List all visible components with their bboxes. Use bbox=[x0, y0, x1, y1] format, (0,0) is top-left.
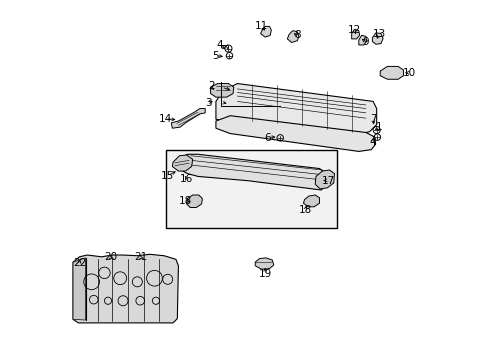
Polygon shape bbox=[216, 116, 375, 152]
Text: 11: 11 bbox=[255, 21, 268, 31]
Polygon shape bbox=[255, 258, 273, 269]
Text: 18: 18 bbox=[298, 205, 311, 215]
Polygon shape bbox=[372, 33, 382, 44]
Polygon shape bbox=[260, 26, 271, 37]
Polygon shape bbox=[358, 35, 366, 45]
Text: 6: 6 bbox=[264, 133, 270, 143]
Polygon shape bbox=[73, 254, 178, 323]
Polygon shape bbox=[380, 66, 403, 79]
Text: 3: 3 bbox=[205, 98, 212, 108]
Polygon shape bbox=[73, 258, 85, 320]
Bar bbox=[165, 150, 337, 228]
Text: 4: 4 bbox=[216, 40, 223, 50]
Text: 10: 10 bbox=[402, 68, 415, 78]
Text: 17: 17 bbox=[321, 176, 334, 186]
Text: 18: 18 bbox=[179, 197, 192, 206]
Text: 21: 21 bbox=[134, 252, 147, 262]
Text: 20: 20 bbox=[104, 252, 117, 262]
Polygon shape bbox=[210, 84, 233, 97]
Text: 2: 2 bbox=[208, 81, 215, 91]
Polygon shape bbox=[186, 195, 202, 207]
Text: 13: 13 bbox=[372, 28, 386, 39]
Text: 19: 19 bbox=[258, 269, 271, 279]
Text: 12: 12 bbox=[347, 25, 361, 35]
Text: 5: 5 bbox=[211, 51, 218, 61]
Text: 4: 4 bbox=[368, 137, 375, 147]
Polygon shape bbox=[171, 109, 205, 128]
Text: 7: 7 bbox=[369, 113, 376, 123]
Polygon shape bbox=[216, 84, 376, 135]
Polygon shape bbox=[287, 31, 298, 42]
Text: 16: 16 bbox=[180, 174, 193, 184]
Text: 9: 9 bbox=[361, 37, 368, 48]
Text: 15: 15 bbox=[161, 171, 174, 181]
Text: 8: 8 bbox=[293, 30, 300, 40]
Polygon shape bbox=[351, 29, 359, 39]
Text: 14: 14 bbox=[158, 113, 171, 123]
Text: 22: 22 bbox=[73, 258, 86, 268]
Polygon shape bbox=[172, 155, 192, 171]
Polygon shape bbox=[315, 170, 334, 189]
Polygon shape bbox=[303, 195, 319, 207]
Text: 1: 1 bbox=[375, 122, 382, 132]
Polygon shape bbox=[179, 154, 326, 190]
